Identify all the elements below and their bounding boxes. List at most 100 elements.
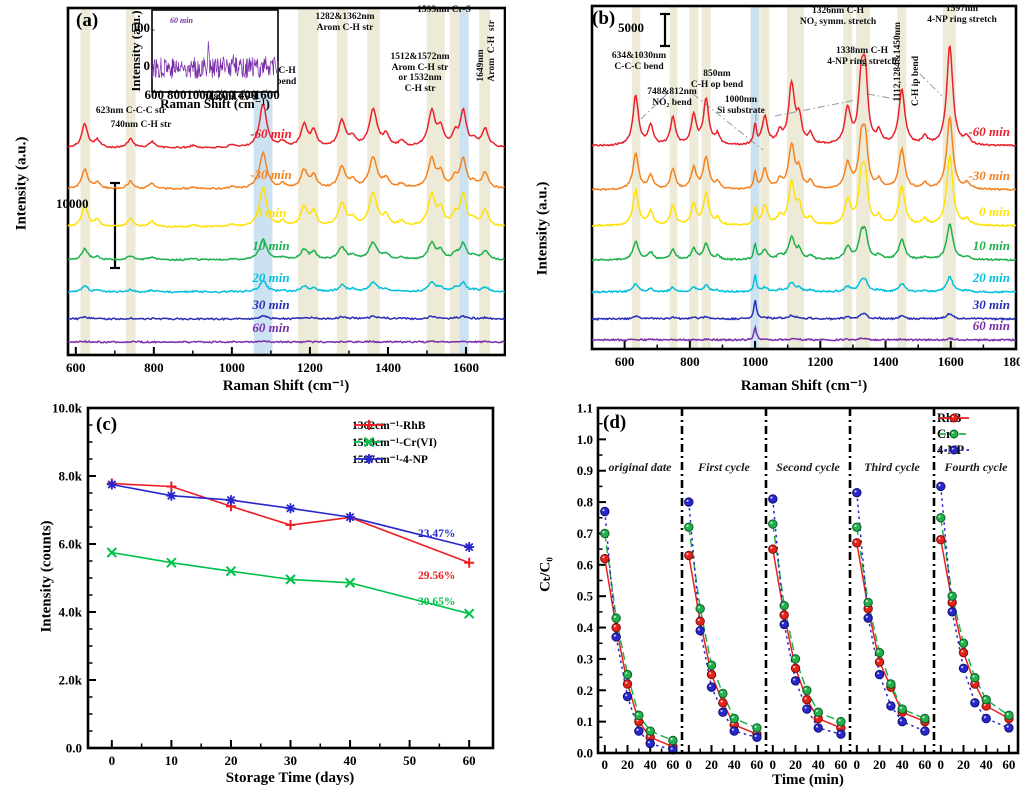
series-line [111, 483, 470, 548]
legend-line-rhb-icon [354, 419, 384, 430]
svg-text:40: 40 [728, 757, 741, 772]
svg-text:2.0k: 2.0k [59, 673, 83, 688]
svg-text:8.0k: 8.0k [59, 469, 83, 484]
data-ball [706, 682, 717, 692]
highlight-band [631, 6, 641, 349]
cycle-label-original: original date [608, 460, 672, 474]
spectrum-trace [68, 150, 505, 191]
data-ball [622, 679, 633, 689]
trace-label: 30 min [972, 297, 1010, 312]
data-ball [936, 535, 946, 545]
svg-text:0: 0 [144, 58, 151, 73]
annotation-634-1030nm: 634&1030nm C-C-C bend [611, 51, 667, 72]
series-line [940, 486, 1010, 729]
panel-a-x-axis-label: Raman Shift (cm⁻¹) [222, 378, 350, 394]
highlight-band [298, 8, 319, 355]
svg-text:0.5: 0.5 [577, 589, 594, 604]
svg-text:60: 60 [666, 757, 679, 772]
data-ball [634, 726, 644, 736]
data-ball [874, 657, 885, 667]
data-ball [802, 694, 812, 705]
svg-text:1000: 1000 [186, 87, 212, 102]
trace-label: 10 min [252, 238, 290, 253]
svg-text:0: 0 [109, 753, 116, 768]
data-ball [874, 669, 885, 680]
trace-label: 60 min [252, 320, 290, 335]
data-ball [729, 713, 739, 724]
data-ball [684, 522, 694, 532]
annotation-1000nm-si-substrate: 1000nm Si substrate [717, 95, 765, 116]
svg-text:0.1: 0.1 [577, 714, 593, 729]
series-line [856, 542, 926, 723]
svg-text:0: 0 [854, 757, 861, 772]
panel-c-x-axis-label: Storage Time (days) [225, 770, 355, 786]
panel-c-label: (c) [96, 414, 118, 435]
svg-text:60: 60 [1002, 757, 1015, 772]
spectrum-trace [592, 115, 1017, 192]
svg-text:0.6: 0.6 [577, 557, 594, 572]
highlight-band [787, 6, 804, 349]
svg-text:1600: 1600 [453, 360, 479, 375]
panel-c-plot: 0.0 2.0k 4.0k 6.0k 8.0k 10.0k 0 10 20 30 40 50 60 [52, 401, 495, 768]
svg-text:30: 30 [284, 753, 297, 768]
data-ball [958, 647, 969, 658]
trace-label: -30 min [968, 168, 1010, 183]
data-ball [886, 701, 896, 711]
panel-b-scalebar-value: 5000 [618, 20, 644, 35]
svg-text:0.3: 0.3 [577, 651, 594, 666]
annotation-1112-1284-1450nm: 1112,1284&1450nm [893, 22, 903, 102]
svg-text:1600: 1600 [938, 354, 964, 369]
data-ball [668, 735, 678, 746]
series-line [111, 551, 470, 615]
data-ball [802, 704, 812, 714]
spectrum-trace [67, 339, 506, 344]
cycle-label-second: Second cycle [776, 460, 840, 474]
legend-item-cr: 1593cm⁻¹-Cr(VI) [352, 433, 437, 450]
svg-text:800: 800 [167, 87, 187, 102]
highlight-band [669, 6, 678, 349]
legend-line-4np-icon [354, 453, 384, 464]
svg-text:60: 60 [834, 757, 847, 772]
spectrum-trace [67, 103, 506, 149]
legend-item-rhb: 1362cm⁻¹-RhB [352, 416, 437, 433]
svg-text:1200: 1200 [297, 360, 323, 375]
spectrum-trace [591, 274, 1017, 294]
highlight-band [336, 8, 348, 355]
svg-text:0.9: 0.9 [577, 463, 594, 478]
data-ball [611, 622, 621, 633]
data-ball [718, 698, 728, 708]
data-ball [645, 726, 655, 736]
data-ball [836, 729, 846, 739]
data-ball [706, 660, 717, 670]
data-ball [768, 494, 778, 504]
spectrum-trace [67, 237, 505, 262]
trace-label: 0 min [979, 204, 1010, 219]
svg-text:2000: 2000 [132, 20, 150, 35]
svg-text:40: 40 [344, 753, 357, 768]
trace-label: 20 min [252, 270, 290, 285]
cycle-label-first: First cycle [698, 460, 750, 474]
data-ball [695, 625, 705, 636]
series-line [111, 482, 470, 564]
spectrum-trace [67, 314, 506, 321]
annotation-1597nm-ring-stretch: 1597nm 4-NP ring stretch [927, 4, 997, 25]
trace-label: 20 min [972, 270, 1010, 285]
svg-text:40: 40 [644, 757, 657, 772]
data-ball [1004, 723, 1014, 733]
panel-d-label: (d) [603, 412, 627, 433]
annotation-arrow [639, 93, 668, 121]
data-ball [768, 544, 778, 554]
data-ball [852, 522, 862, 532]
trace-label: 30 min [252, 297, 290, 312]
highlight-band [897, 6, 907, 349]
highlight-band [253, 8, 273, 355]
svg-text:1200: 1200 [209, 87, 235, 102]
svg-text:20: 20 [224, 753, 237, 768]
data-ball [897, 716, 907, 727]
plot-frame [590, 4, 1018, 351]
legend-ball-cr-icon [939, 429, 969, 439]
data-ball [718, 707, 728, 717]
cycle-label-third: Third cycle [864, 460, 920, 474]
data-ball [706, 669, 717, 680]
svg-text:0: 0 [686, 757, 693, 772]
